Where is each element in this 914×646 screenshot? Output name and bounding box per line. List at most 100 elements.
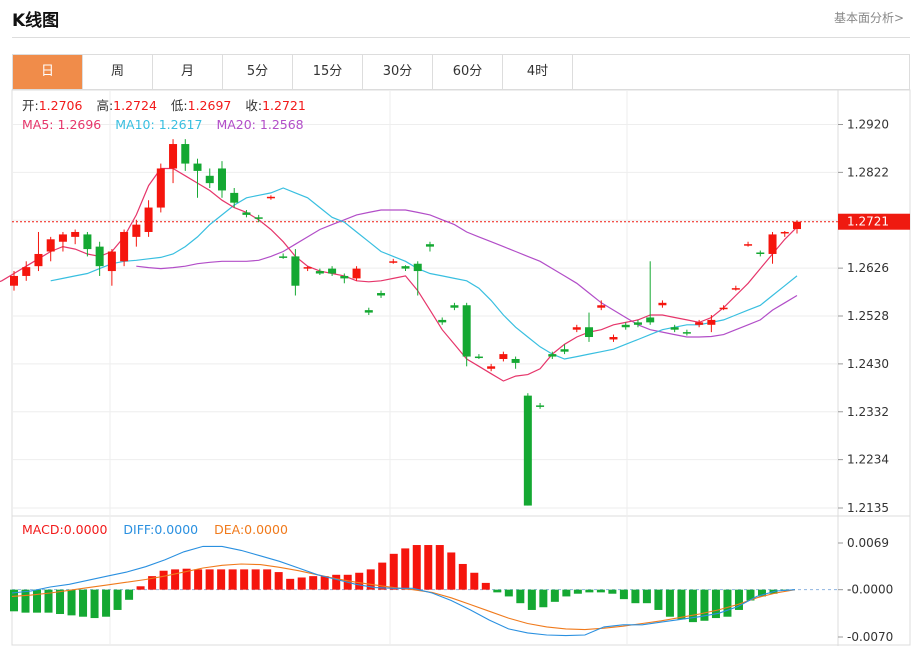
candle-body: [585, 327, 594, 338]
ma5-line: [0, 167, 798, 382]
candle-body: [793, 221, 801, 230]
candle: [291, 249, 300, 296]
macd-bar: [447, 552, 456, 590]
candle-body: [254, 217, 263, 219]
price-tick-label: 1.2528: [847, 309, 889, 323]
moving-average-lines: [0, 167, 798, 382]
price-tick-label: 1.2332: [847, 405, 889, 419]
candle-body: [462, 305, 471, 357]
candle-body: [156, 168, 165, 208]
candle: [585, 312, 594, 342]
macd-bar: [274, 572, 283, 590]
tab-5min[interactable]: 5分: [223, 55, 293, 89]
candle: [670, 324, 679, 333]
macd-bar: [527, 589, 536, 610]
candle: [474, 354, 483, 359]
candle: [646, 261, 655, 325]
candle-body: [315, 271, 324, 274]
candle-body: [621, 324, 630, 328]
chart-frame: [11, 89, 911, 646]
candle: [340, 273, 349, 284]
candle: [279, 253, 288, 259]
legend-ma10-label: MA10:: [115, 117, 154, 132]
legend-open-label: 开:: [22, 98, 39, 113]
macd-bar: [297, 577, 306, 590]
candle-body: [536, 405, 545, 407]
candle: [193, 158, 202, 198]
candle: [731, 285, 740, 291]
price-tick-label: 1.2234: [847, 453, 889, 467]
candle-body: [144, 207, 153, 232]
candle: [315, 268, 324, 275]
candle-body: [597, 305, 606, 308]
candle: [401, 265, 410, 272]
candle-body: [756, 252, 765, 254]
candle: [438, 317, 447, 325]
candle-body: [34, 253, 43, 267]
candle: [10, 271, 18, 291]
tab-4hour[interactable]: 4时: [503, 55, 573, 89]
macd-tick-label: -0.0000: [847, 583, 893, 597]
macd-bar: [619, 589, 628, 600]
price-tick-label: 1.2920: [847, 118, 889, 132]
legend-low-value: 1.2697: [188, 98, 232, 113]
macd-bar: [332, 574, 341, 590]
macd-bar: [757, 589, 766, 597]
candle: [34, 231, 43, 272]
candle: [389, 258, 398, 264]
legend-dea-value: 0.0000: [244, 522, 288, 537]
macd-bar: [228, 569, 237, 590]
candle: [266, 195, 275, 200]
macd-bar: [67, 589, 76, 616]
candle: [499, 351, 508, 362]
candle-body: [242, 212, 251, 215]
tab-week[interactable]: 周: [83, 55, 153, 89]
candle: [682, 329, 691, 336]
candle-body: [401, 266, 410, 269]
legend-ma10-value: 1.2617: [159, 117, 203, 132]
tab-month[interactable]: 月: [153, 55, 223, 89]
candle-body: [548, 354, 557, 357]
candle: [230, 188, 239, 208]
header-divider: [12, 37, 910, 38]
tab-day[interactable]: 日: [13, 55, 83, 89]
macd-bar: [470, 572, 479, 590]
candle-body: [523, 395, 532, 506]
tab-60min[interactable]: 60分: [433, 55, 503, 89]
macd-bar: [688, 589, 697, 623]
candle: [768, 231, 777, 264]
macd-bar: [435, 545, 444, 590]
macd-bar: [562, 589, 571, 597]
macd-bar: [309, 576, 318, 590]
price-tick-label: 1.2626: [847, 261, 889, 275]
candle-body: [340, 275, 349, 279]
candle: [58, 231, 67, 252]
macd-bar: [401, 548, 410, 590]
legend-high-value: 1.2724: [113, 98, 157, 113]
candle-body: [205, 175, 214, 184]
candle-body: [230, 192, 239, 203]
macd-bar: [516, 589, 525, 604]
price-axis: 1.29201.28221.27241.26261.25281.24301.23…: [838, 118, 910, 644]
candle: [450, 302, 459, 311]
macd-bar: [746, 589, 755, 601]
macd-bar: [573, 589, 582, 594]
tab-15min[interactable]: 15分: [293, 55, 363, 89]
macd-bar: [102, 589, 111, 617]
macd-bar: [539, 589, 548, 608]
macd-bar: [412, 545, 421, 590]
legend-high-label: 高:: [96, 98, 113, 113]
price-tick-label: 1.2430: [847, 357, 889, 371]
macd-bar: [700, 589, 709, 621]
tab-30min[interactable]: 30分: [363, 55, 433, 89]
macd-bar: [366, 569, 375, 590]
candle: [377, 290, 386, 298]
candle-body: [377, 293, 386, 296]
legend-diff-value: 0.0000: [154, 522, 198, 537]
macd-bar: [79, 589, 88, 617]
macd-bar: [217, 569, 226, 590]
current-price-label: 1.2721: [847, 215, 889, 229]
candle: [413, 261, 422, 296]
fundamental-analysis-link[interactable]: 基本面分析>: [833, 11, 904, 25]
